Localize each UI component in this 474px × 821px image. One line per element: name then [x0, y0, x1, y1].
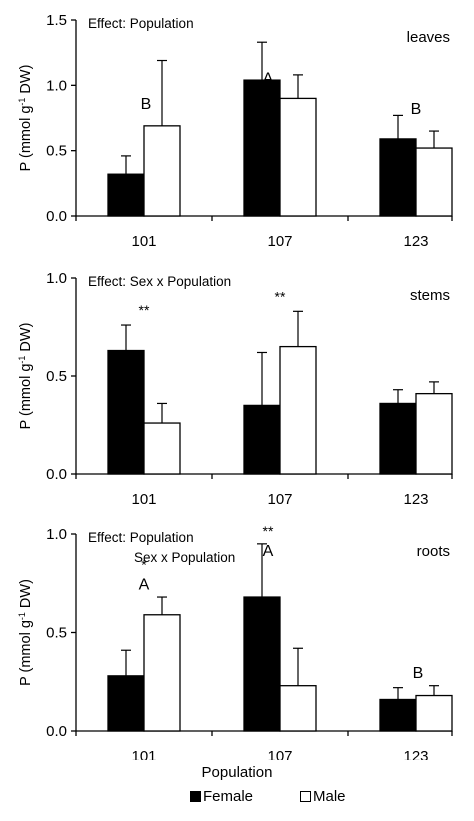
bar-female-101	[107, 349, 145, 475]
panel-label: stems	[410, 287, 450, 304]
bar-male-123	[415, 694, 453, 732]
y-tick-label: 1.0	[46, 77, 67, 94]
x-tick-label: 107	[267, 748, 292, 760]
bar-female-123	[379, 402, 417, 475]
bar-male-101	[143, 125, 181, 217]
bar-female-107	[243, 79, 281, 217]
y-tick-label: 0.5	[46, 625, 67, 642]
y-tick-label: 0.0	[46, 723, 67, 740]
x-axis-title: Population	[201, 764, 273, 781]
significance-marker: **	[275, 288, 286, 304]
bar-male-123	[415, 392, 453, 475]
bar-female-123	[379, 138, 417, 217]
panel-label: leaves	[407, 29, 450, 46]
bar-male-101	[143, 422, 181, 475]
bar-female-107	[243, 596, 281, 732]
y-tick-label: 1.0	[46, 270, 67, 287]
legend: Female Male	[0, 788, 474, 814]
y-tick-label: 1.5	[46, 12, 67, 29]
group-letter: A	[139, 576, 150, 593]
bar-female-101	[107, 173, 145, 217]
bar-male-107	[279, 345, 317, 475]
x-tick-label: 107	[267, 491, 292, 508]
bar-female-107	[243, 404, 281, 475]
significance-marker: **	[263, 523, 274, 539]
x-tick-label: 123	[403, 491, 428, 508]
effect-text: Sex x Population	[134, 550, 235, 565]
x-tick-label: 101	[131, 491, 156, 508]
bar-male-107	[279, 97, 317, 217]
x-tick-label: 123	[403, 748, 428, 760]
bar-male-107	[279, 685, 317, 732]
x-tick-label: 101	[131, 748, 156, 760]
y-tick-label: 0.0	[46, 208, 67, 225]
y-axis-label-superscript: -1	[17, 98, 27, 106]
legend-label-female: Female	[203, 788, 254, 805]
y-tick-label: 1.0	[46, 526, 67, 543]
y-tick-label: 0.5	[46, 143, 67, 160]
y-axis-label-superscript: -1	[17, 612, 27, 620]
y-axis-label: P (mmol g-1 DW)	[17, 65, 34, 172]
panel-stems: 0.0 0.5 1.0 P (mmol g-1 DW) Effect: Sex x Po…	[17, 270, 453, 508]
panel-label: roots	[417, 543, 450, 560]
significance-marker: **	[139, 302, 150, 318]
significance-marker: *	[141, 556, 147, 572]
bar-female-123	[379, 698, 417, 732]
x-tick-label: 101	[131, 233, 156, 250]
x-tick-label: 107	[267, 233, 292, 250]
y-axis-label-superscript: -1	[17, 356, 27, 364]
panel-leaves: 0.0 0.5 1.0 1.5 P (mmol g-1 DW) Effect: Popul…	[17, 12, 453, 250]
x-tick-label: 123	[403, 233, 428, 250]
legend-item-male: Male	[300, 788, 346, 805]
y-axis-label: P (mmol g-1 DW)	[17, 579, 34, 686]
bar-female-101	[107, 675, 145, 732]
bar-male-101	[143, 614, 181, 732]
legend-swatch-male	[300, 791, 311, 802]
group-letter: A	[263, 543, 274, 560]
group-letter: B	[413, 665, 424, 682]
legend-swatch-female	[190, 791, 201, 802]
chart-canvas: 0.0 0.5 1.0 1.5 P (mmol g-1 DW) Effect: Popul…	[17, 12, 453, 765]
effect-text: Effect: Population	[88, 530, 194, 545]
group-letter: A	[263, 71, 274, 88]
y-tick-label: 0.0	[46, 466, 67, 483]
legend-item-female: Female	[190, 788, 253, 805]
y-tick-label: 0.5	[46, 368, 67, 385]
legend-label-male: Male	[313, 788, 346, 805]
panel-roots: 0.0 0.5 1.0 P (mmol g-1 DW) Effect: Populati…	[17, 523, 453, 765]
bar-male-123	[415, 147, 453, 217]
effect-text: Effect: Population	[88, 16, 194, 31]
y-axis-label: P (mmol g-1 DW)	[17, 323, 34, 430]
group-letter: B	[411, 101, 422, 118]
effect-text: Effect: Sex x Population	[88, 274, 231, 289]
group-letter: B	[141, 96, 152, 113]
